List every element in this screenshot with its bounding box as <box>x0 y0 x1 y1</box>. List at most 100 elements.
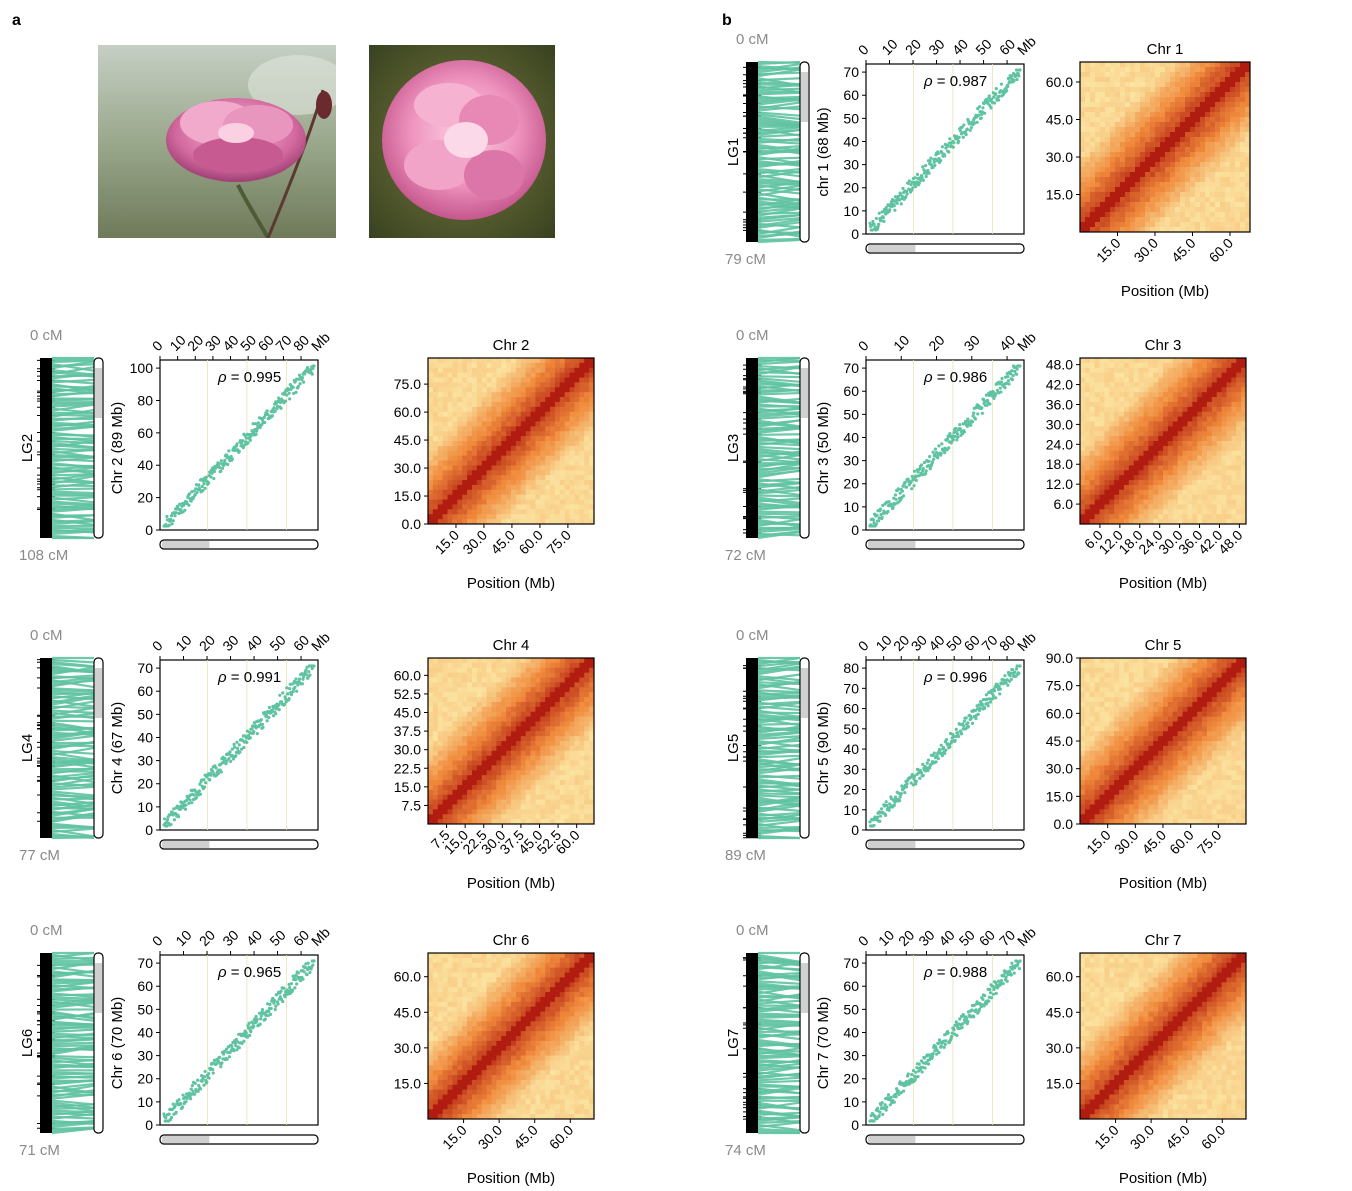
hic-cell <box>1202 372 1208 378</box>
hic-cell <box>1172 509 1179 515</box>
hic-cell <box>540 455 546 461</box>
hic-cell <box>452 397 458 403</box>
hic-cell <box>1155 87 1161 93</box>
hic-cell <box>1115 102 1121 108</box>
hic-cell <box>1225 122 1231 128</box>
hic-cell <box>1172 460 1179 466</box>
hic-cell <box>1206 475 1213 481</box>
hic-cell <box>1110 127 1116 133</box>
hic-cell <box>501 441 507 447</box>
hic-cell <box>554 362 561 369</box>
hic-cell <box>1123 411 1130 417</box>
hic-cell <box>1236 436 1242 442</box>
hic-cell <box>1114 475 1120 481</box>
hic-cell <box>520 450 527 457</box>
hic-cell <box>1135 87 1141 93</box>
hic-cell <box>1241 431 1247 437</box>
hic-cell <box>1104 431 1110 437</box>
hic-cell <box>1221 397 1227 403</box>
hic-cell <box>584 377 590 383</box>
hic-cell <box>1089 421 1096 427</box>
hic-cell <box>569 372 575 378</box>
hic-cell <box>1095 177 1101 183</box>
hic-cell <box>1205 127 1211 133</box>
collinearity-link <box>757 450 801 459</box>
hic-cell <box>525 392 531 398</box>
hic-cell <box>1140 187 1146 193</box>
hic-cell <box>1202 421 1208 427</box>
hic-cell <box>481 377 487 383</box>
hic-cell <box>481 362 487 369</box>
collinearity-link <box>51 801 95 807</box>
collinearity-link <box>51 448 95 455</box>
dotplot-point <box>241 439 245 443</box>
hic-cell <box>1165 147 1171 153</box>
hic-cell <box>447 504 453 510</box>
hic-cell <box>1177 401 1183 408</box>
hic-cell <box>589 372 595 378</box>
hic-cell <box>569 382 575 388</box>
dotplot-point <box>954 426 958 431</box>
rho-value: = 0.987 <box>933 73 988 90</box>
hic-cell <box>520 397 527 403</box>
hic-cell <box>1172 416 1179 422</box>
hic-cell <box>1133 450 1139 457</box>
hic-cell <box>1114 382 1120 388</box>
hic-cell <box>442 441 448 447</box>
collinearity-link <box>757 477 801 483</box>
hic-cell <box>457 406 463 413</box>
hic-cell <box>428 406 434 413</box>
collinearity-link <box>757 482 801 489</box>
hic-cell <box>1202 455 1208 461</box>
hic-cell <box>457 470 463 476</box>
hic-cell <box>491 387 497 393</box>
dotplot-point <box>953 434 957 439</box>
hic-cell <box>1119 401 1125 408</box>
hic-cell <box>1140 217 1146 223</box>
hic-cell <box>1216 401 1222 408</box>
hic-cell <box>1105 147 1111 153</box>
hic-cell <box>1240 122 1246 128</box>
dotplot-point <box>220 466 225 470</box>
hic-cell <box>1225 97 1231 103</box>
hic-cell <box>1099 504 1105 510</box>
hic-cell <box>462 504 468 510</box>
hic-cell <box>1090 102 1096 108</box>
hic-cell <box>1095 107 1101 113</box>
hic-cell <box>1211 426 1218 432</box>
hic-cell <box>1104 436 1110 442</box>
hic-cell <box>1110 217 1116 223</box>
hic-cell <box>1115 122 1121 128</box>
dotplot-point <box>273 409 277 413</box>
hic-cell <box>1109 377 1115 383</box>
collinearity-link <box>51 420 95 428</box>
hic-cell <box>1080 92 1086 98</box>
hic-cell <box>1123 416 1130 422</box>
physical-gap-region <box>868 541 916 548</box>
hic-cell <box>1105 102 1111 108</box>
hic-cell <box>511 401 517 408</box>
hic-cell <box>1100 172 1106 178</box>
hic-cell <box>437 475 444 481</box>
hic-cell <box>1128 397 1135 403</box>
hic-cell <box>1225 102 1231 108</box>
hic-cell <box>530 436 536 442</box>
hic-cell <box>1187 460 1193 466</box>
hic-cell <box>1158 489 1164 496</box>
hic-cell <box>506 460 512 466</box>
hic-cell <box>1205 97 1211 103</box>
hic-cell <box>1192 504 1198 510</box>
hic-cell <box>1153 441 1159 447</box>
hic-cell <box>579 441 585 447</box>
hic-cell <box>589 455 595 461</box>
x-tick-label: 40 <box>949 36 971 58</box>
hic-cell <box>1206 445 1213 452</box>
hic-cell <box>1158 470 1164 476</box>
hic-cell <box>589 484 595 491</box>
hic-cell <box>437 367 444 374</box>
hic-cell <box>476 480 483 486</box>
hic-cell <box>569 494 575 500</box>
hic-cell <box>545 509 551 515</box>
hic-cell <box>1240 157 1246 163</box>
dotplot-point <box>881 503 885 507</box>
